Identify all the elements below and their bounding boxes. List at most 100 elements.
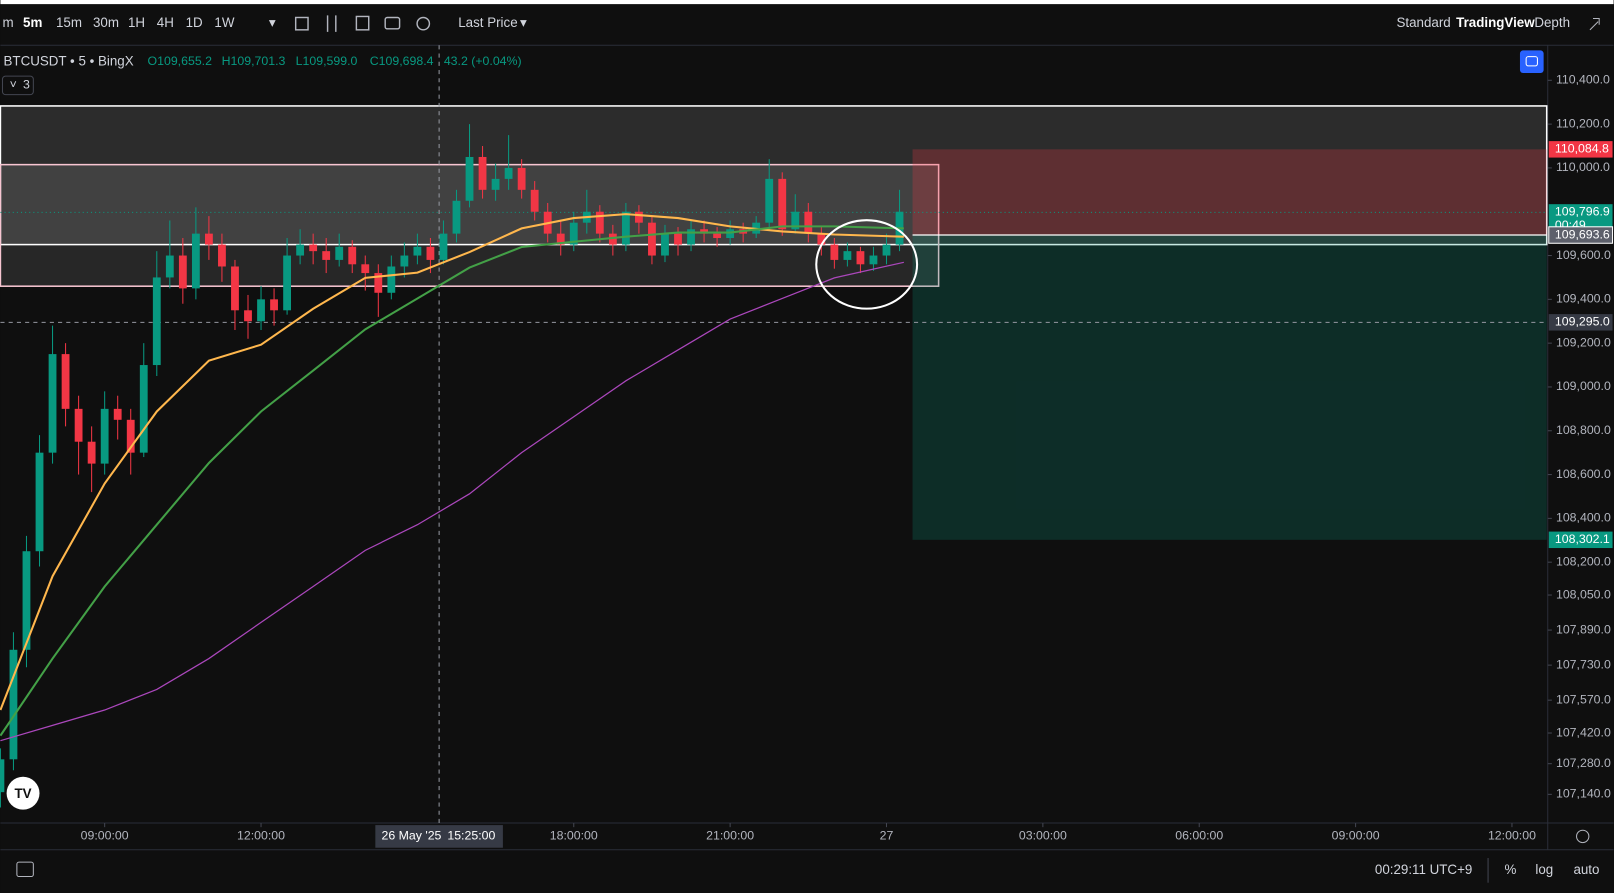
- chart-type-icon[interactable]: [294, 16, 309, 31]
- candle-body: [61, 354, 70, 409]
- price-source-caret[interactable]: ▾: [520, 15, 527, 30]
- price-source[interactable]: Last Price: [458, 15, 517, 30]
- x-tick-label: 09:00:00: [81, 829, 129, 843]
- candle-body: [465, 156, 474, 201]
- y-tick-label: 110,000.0: [1556, 160, 1610, 174]
- scale-button[interactable]: log: [1535, 862, 1553, 877]
- scale-button[interactable]: auto: [1573, 862, 1599, 877]
- indicator-toggle[interactable]: [1, 75, 34, 96]
- candle-body: [348, 246, 357, 265]
- candle-body: [569, 222, 578, 245]
- price-label-box: [1548, 314, 1613, 331]
- candle-body: [556, 233, 565, 245]
- candle-body: [700, 229, 708, 234]
- sync-button[interactable]: [1519, 50, 1544, 74]
- candle-body: [817, 233, 826, 245]
- plot-area: [0, 45, 1548, 824]
- timeframe-button[interactable]: 30m: [93, 15, 119, 30]
- candle-body: [530, 189, 539, 212]
- template-icon[interactable]: [355, 15, 370, 31]
- candle-body: [843, 251, 852, 260]
- y-tick-label: 109,200.0: [1556, 335, 1611, 349]
- candle-body: [504, 167, 513, 179]
- stop-zone: [912, 149, 1547, 236]
- price-label: 110,084.8: [1555, 142, 1609, 156]
- ohlc-value: H109,701.3: [222, 54, 286, 68]
- reset-icon[interactable]: [416, 16, 431, 31]
- y-tick-label: 110,200.0: [1556, 116, 1610, 130]
- candle-body: [335, 246, 344, 260]
- y-tick-label: 107,140.0: [1556, 787, 1611, 801]
- candle-body: [595, 211, 604, 234]
- moving-average: [0, 213, 904, 711]
- settings-icon[interactable]: [1576, 829, 1590, 844]
- timeframe-button[interactable]: 1H: [128, 15, 145, 30]
- candle-body: [882, 244, 891, 256]
- candle-body: [726, 229, 735, 239]
- top-edge: [0, 0, 1614, 5]
- price-label: 109,796.9: [1555, 205, 1610, 219]
- snapshot-icon[interactable]: [384, 16, 401, 30]
- candle-body: [413, 246, 422, 256]
- candle-body: [9, 649, 18, 760]
- price-label: 108,302.1: [1555, 532, 1610, 546]
- x-tick-label: 18:00:00: [550, 829, 598, 843]
- candle-body: [178, 255, 187, 289]
- timeframe-button[interactable]: m: [2, 15, 13, 30]
- timeframe-button[interactable]: 1D: [186, 15, 203, 30]
- ohlc-value: O109,655.2: [148, 54, 213, 68]
- candle-body: [165, 255, 174, 278]
- candle-body: [231, 266, 239, 311]
- candle-body: [309, 244, 318, 252]
- x-tick-label: 21:00:00: [706, 829, 754, 843]
- y-tick-label: 109,600.0: [1556, 248, 1611, 262]
- price-label-box: [1548, 226, 1614, 244]
- mode-button[interactable]: TradingView: [1456, 15, 1535, 30]
- candle-body: [204, 233, 213, 245]
- timeframe-button[interactable]: 1W: [214, 15, 234, 30]
- timeframe-button[interactable]: 4H: [157, 15, 174, 30]
- crosshair-time: 15:25:00: [447, 829, 495, 843]
- y-tick-label: 107,280.0: [1556, 756, 1611, 770]
- indicator-caret: ˅: [10, 78, 17, 92]
- y-tick-label: 109,400.0: [1556, 292, 1611, 306]
- timeframe-button[interactable]: 15m: [56, 15, 82, 30]
- price-label: 109,295.0: [1555, 315, 1610, 329]
- crosshair-time-box: [375, 825, 503, 848]
- candle-body: [478, 156, 487, 190]
- y-tick-label: 108,200.0: [1556, 554, 1611, 568]
- toolbar-icons: [294, 15, 431, 32]
- candle-body: [48, 354, 57, 453]
- candle-body: [869, 255, 878, 265]
- y-tick-label: 110,400.0: [1556, 73, 1610, 87]
- candle-body: [791, 211, 800, 230]
- moving-average: [0, 261, 905, 742]
- candle-body: [374, 273, 383, 293]
- candle-body: [87, 441, 96, 464]
- mode-button[interactable]: Standard: [1397, 15, 1451, 30]
- price-label: 109,693.6: [1555, 227, 1610, 241]
- y-tick-label: 107,570.0: [1556, 692, 1611, 706]
- fullscreen-icon[interactable]: [1589, 18, 1600, 31]
- candle-body: [856, 251, 865, 265]
- timeframe-button[interactable]: 5m: [23, 15, 42, 30]
- dropdown-caret[interactable]: ▾: [269, 15, 276, 30]
- candle-body: [804, 211, 813, 234]
- candle-body: [713, 233, 722, 239]
- scale-button[interactable]: %: [1505, 862, 1517, 877]
- y-tick-label: 108,400.0: [1556, 511, 1611, 525]
- zone: [0, 105, 1548, 246]
- y-tick-label: 109,000.0: [1556, 379, 1611, 393]
- candle-body: [608, 233, 617, 245]
- symbol: BTCUSDT • 5 • BingX: [4, 53, 134, 68]
- mode-button[interactable]: Depth: [1534, 15, 1570, 30]
- date-range-icon[interactable]: [16, 861, 34, 878]
- indicators-icon[interactable]: [326, 15, 337, 32]
- candle-body: [0, 759, 5, 793]
- candle-body: [387, 266, 396, 293]
- highlight-ellipse: [815, 219, 919, 310]
- candle-body: [22, 551, 31, 650]
- candle-body: [517, 167, 526, 190]
- price-label-box: [1548, 531, 1613, 549]
